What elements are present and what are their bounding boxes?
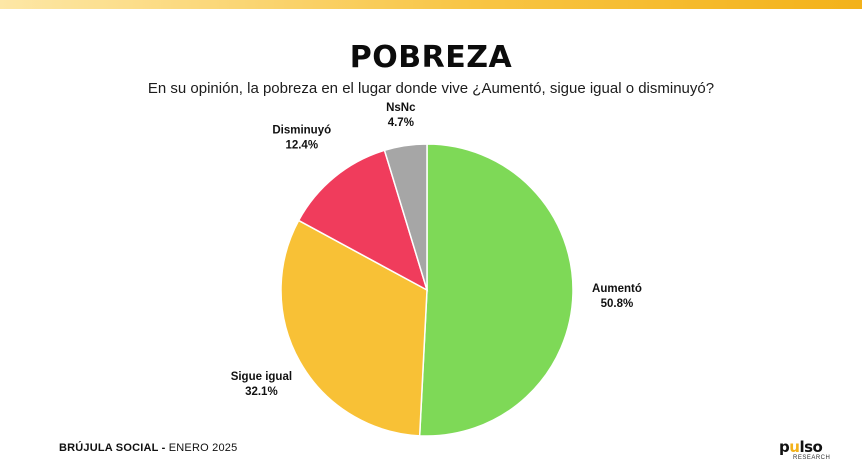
slice-value-label: 12.4% (285, 140, 318, 152)
slice-category-label: Aumentó (592, 283, 642, 295)
slice-value-label: 32.1% (245, 386, 278, 398)
slice-category-label: Disminuyó (272, 125, 331, 137)
pie-slice-4 (383, 143, 428, 291)
footer-date: ENERO 2025 (168, 442, 238, 454)
slice-value-label: 50.8% (601, 298, 634, 310)
logo-subtitle: RESEARCH (793, 455, 831, 461)
footer-brand: BRÚJULA SOCIAL - (59, 442, 166, 454)
pie-slice-1 (418, 143, 574, 437)
logo-wordmark: pulso (779, 438, 823, 456)
slice-value-label: 4.7% (388, 117, 414, 129)
footer-source: BRÚJULA SOCIAL - ENERO 2025 (59, 442, 237, 454)
slice-category-label: Sigue igual (231, 371, 292, 383)
slice-category-label: NsNc (386, 102, 416, 114)
pie-slice-2 (280, 219, 428, 437)
top-accent-bar (0, 0, 862, 9)
chart-title: POBREZA (349, 40, 513, 75)
pulso-logo: pulso RESEARCH (779, 438, 831, 464)
chart-question: En su opinión, la pobreza en el lugar do… (147, 80, 715, 97)
